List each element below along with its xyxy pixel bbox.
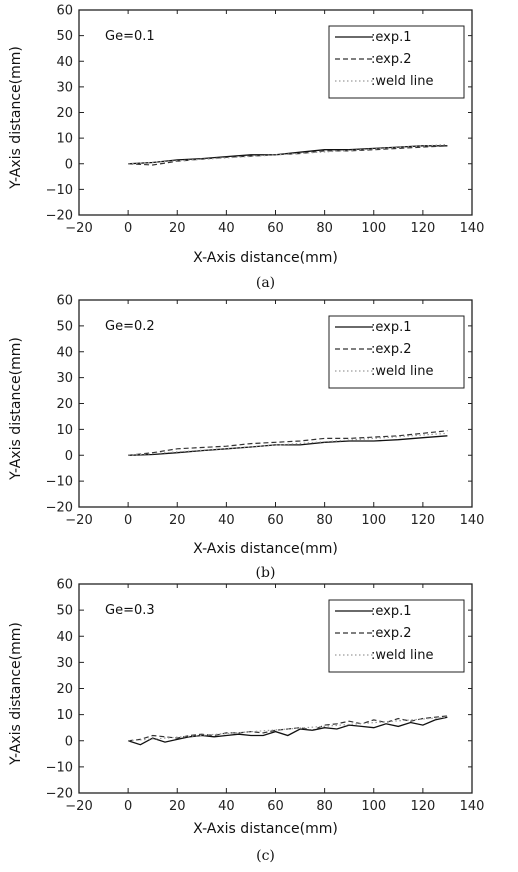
series-line-1: [128, 435, 448, 456]
panel-caption: (b): [256, 565, 276, 581]
legend-label-1: :exp.1: [371, 30, 412, 45]
series-line-1: [128, 145, 448, 165]
x-tick-label: 120: [410, 799, 435, 814]
x-tick-label: −20: [65, 799, 92, 814]
series-line-1: [127, 716, 448, 746]
legend-label-1: :exp.1: [371, 320, 412, 335]
x-tick-label: 40: [218, 799, 235, 814]
x-tick-label: 140: [460, 799, 485, 814]
y-tick-label: 40: [56, 630, 73, 645]
y-tick-label: 0: [65, 449, 73, 464]
y-tick-label: 30: [56, 656, 73, 671]
ge-annotation: Ge=0.1: [105, 29, 155, 44]
y-tick-label: 10: [56, 708, 73, 723]
legend-label-3: :weld line: [371, 364, 433, 379]
legend-box: [328, 315, 465, 389]
y-axis-label: Y-Axis distance(mm): [8, 46, 24, 190]
y-tick-label: 50: [56, 29, 73, 44]
x-tick-label: 140: [460, 221, 485, 236]
y-axis-label: Y-Axis distance(mm): [8, 337, 24, 481]
chart-panel-1: −20 0 20 40 60 80 100 120 140 −20 −10 0 10 20 30 40 50 60…: [8, 4, 484, 292]
chart-panel-3: −20 0 20 40 60 80 100 120 140 −20 −10 0 10 20 30 40 50 60…: [8, 578, 484, 865]
x-axis-label: X-Axis distance(mm): [193, 250, 338, 266]
x-axis-label: X-Axis distance(mm): [193, 541, 338, 557]
y-tick-label: −20: [46, 501, 73, 516]
series-line-2: [128, 430, 448, 456]
x-tick-label: −20: [65, 513, 92, 528]
x-tick-label: 40: [218, 513, 235, 528]
y-tick-label: 60: [56, 294, 73, 309]
legend-box: [328, 25, 465, 99]
y-tick-label: 40: [56, 345, 73, 360]
y-tick-label: 40: [56, 55, 73, 70]
legend-label-1: :exp.1: [371, 604, 412, 619]
x-tick-label: 80: [316, 221, 333, 236]
x-tick-label: 60: [267, 221, 284, 236]
y-tick-label: −10: [46, 760, 73, 775]
x-tick-label: −20: [65, 221, 92, 236]
y-tick-label: −10: [46, 183, 73, 198]
y-tick-label: 50: [56, 319, 73, 334]
x-tick-label: 120: [410, 513, 435, 528]
y-tick-label: 30: [56, 80, 73, 95]
series-line-3: [128, 716, 448, 742]
series-line-2: [128, 145, 448, 166]
chart-panel-2: −20 0 20 40 60 80 100 120 140 −20 −10 0 10 20 30 40 50 60…: [8, 294, 484, 582]
x-tick-label: 20: [169, 799, 186, 814]
x-tick-label: 20: [169, 513, 186, 528]
x-tick-label: 60: [267, 799, 284, 814]
y-tick-label: 60: [56, 4, 73, 19]
x-tick-label: 20: [169, 221, 186, 236]
legend-label-3: :weld line: [371, 74, 433, 89]
y-tick-label: −20: [46, 787, 73, 802]
panel-caption: (c): [256, 848, 275, 864]
y-tick-label: −20: [46, 209, 73, 224]
y-tick-label: 50: [56, 604, 73, 619]
y-tick-label: 20: [56, 397, 73, 412]
ge-annotation: Ge=0.2: [105, 319, 155, 334]
y-tick-label: 30: [56, 371, 73, 386]
x-tick-label: 100: [361, 799, 386, 814]
y-tick-label: 20: [56, 106, 73, 121]
y-tick-label: −10: [46, 475, 73, 490]
legend-label-3: :weld line: [371, 648, 433, 663]
legend-box: [328, 599, 465, 673]
y-tick-label: 20: [56, 682, 73, 697]
x-axis-label: X-Axis distance(mm): [193, 821, 338, 837]
x-tick-label: 0: [124, 221, 132, 236]
x-tick-label: 120: [410, 221, 435, 236]
panel-caption: (a): [256, 275, 275, 291]
x-tick-label: 80: [316, 513, 333, 528]
x-tick-label: 80: [316, 799, 333, 814]
ge-annotation: Ge=0.3: [105, 603, 155, 618]
x-tick-label: 40: [218, 221, 235, 236]
y-tick-label: 60: [56, 578, 73, 593]
y-axis-label: Y-Axis distance(mm): [8, 622, 24, 766]
x-tick-label: 0: [124, 513, 132, 528]
series-line-3: [128, 432, 448, 456]
series-line-3: [128, 143, 448, 165]
x-tick-label: 0: [124, 799, 132, 814]
legend-label-2: :exp.2: [371, 52, 412, 67]
x-tick-label: 60: [267, 513, 284, 528]
legend-label-2: :exp.2: [371, 626, 412, 641]
x-tick-label: 140: [460, 513, 485, 528]
legend-label-2: :exp.2: [371, 342, 412, 357]
y-tick-label: 0: [65, 734, 73, 749]
x-tick-label: 100: [361, 221, 386, 236]
y-tick-label: 0: [65, 157, 73, 172]
y-tick-label: 10: [56, 132, 73, 147]
x-tick-label: 100: [361, 513, 386, 528]
y-tick-label: 10: [56, 423, 73, 438]
